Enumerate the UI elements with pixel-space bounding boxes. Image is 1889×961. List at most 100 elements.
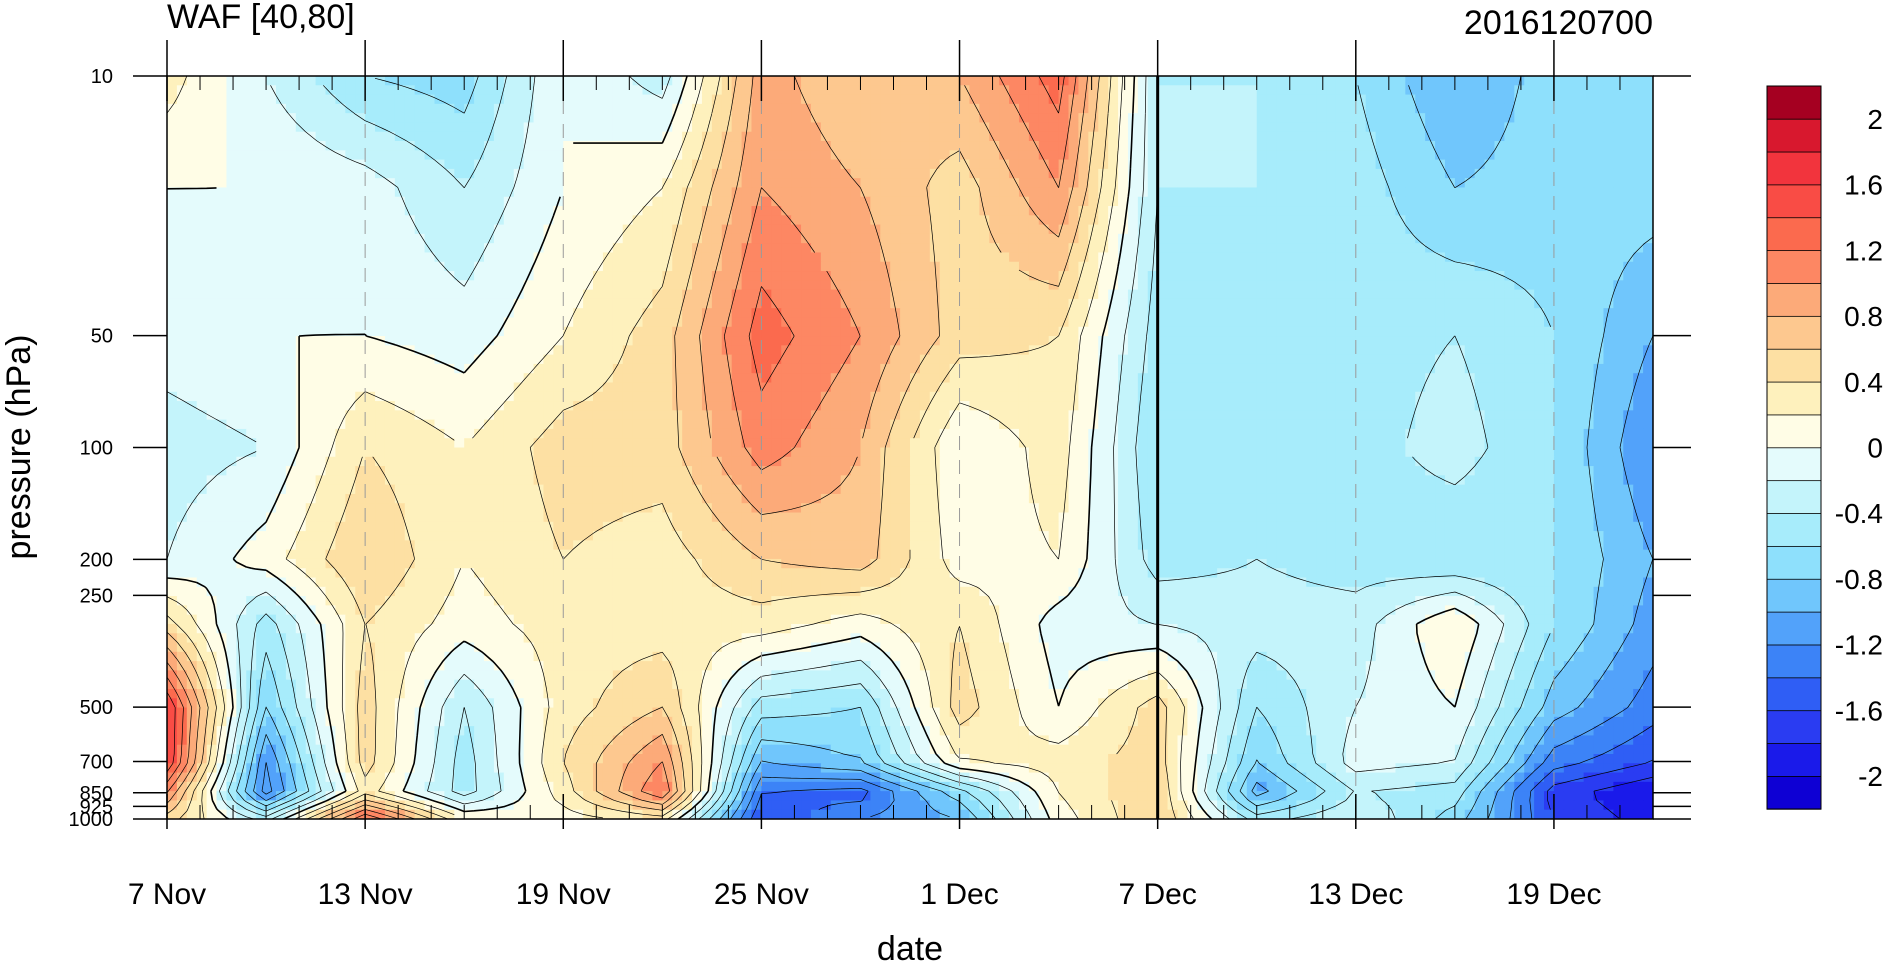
contour-cell xyxy=(1355,196,1367,207)
contour-cell xyxy=(1335,298,1347,309)
contour-cell xyxy=(513,141,525,151)
contour-cell xyxy=(1365,289,1377,300)
contour-cell xyxy=(1494,261,1505,272)
contour-cell xyxy=(1643,215,1653,226)
contour-cell xyxy=(493,141,505,151)
contour-cell xyxy=(810,243,822,254)
contour-cell xyxy=(1157,131,1169,142)
contour-cell xyxy=(820,122,832,133)
contour-cell xyxy=(325,85,337,96)
contour-cell xyxy=(840,298,852,309)
contour-cell xyxy=(523,317,535,328)
contour-cell xyxy=(949,94,961,105)
contour-cell xyxy=(890,187,901,198)
contour-cell xyxy=(226,168,237,179)
contour-cell xyxy=(384,187,396,198)
contour-cell xyxy=(404,233,416,244)
contour-cell xyxy=(1009,317,1020,328)
contour-cell xyxy=(1345,168,1357,179)
contour-cell xyxy=(810,187,822,198)
contour-cell xyxy=(1058,85,1070,96)
contour-cell xyxy=(850,336,862,346)
contour-cell xyxy=(167,373,178,384)
contour-cell xyxy=(375,289,386,300)
contour-cell xyxy=(919,271,931,281)
contour-cell xyxy=(285,224,297,235)
contour-cell xyxy=(850,150,862,161)
contour-cell xyxy=(1009,373,1020,384)
contour-cell xyxy=(315,271,327,281)
contour-cell xyxy=(840,271,852,281)
contour-cell xyxy=(721,168,733,179)
contour-cell xyxy=(1078,122,1089,133)
contour-cell xyxy=(969,345,980,356)
contour-cell xyxy=(226,122,237,133)
contour-cell xyxy=(692,206,703,216)
contour-cell xyxy=(632,94,644,105)
contour-cell xyxy=(256,280,267,291)
contour-cell xyxy=(1365,178,1377,189)
contour-cell xyxy=(1147,206,1159,216)
contour-cell xyxy=(375,298,386,309)
contour-cell xyxy=(721,243,733,254)
contour-cell xyxy=(1098,271,1109,281)
contour-cell xyxy=(1018,187,1030,198)
contour-cell xyxy=(394,298,406,309)
contour-cell xyxy=(592,141,604,151)
contour-cell xyxy=(1623,363,1634,374)
contour-cell xyxy=(1633,168,1644,179)
contour-cell xyxy=(642,131,654,142)
contour-cell xyxy=(1078,113,1089,124)
contour-cell xyxy=(543,373,554,384)
contour-cell xyxy=(1217,308,1228,319)
contour-cell xyxy=(246,298,257,309)
contour-cell xyxy=(1355,289,1367,300)
contour-cell xyxy=(1118,103,1129,114)
contour-cell xyxy=(711,336,723,346)
contour-cell xyxy=(1524,168,1535,179)
contour-cell xyxy=(285,308,297,319)
contour-cell xyxy=(583,94,594,105)
contour-cell xyxy=(592,224,604,235)
contour-cell xyxy=(1583,122,1595,133)
contour-cell xyxy=(642,159,654,170)
contour-cell xyxy=(503,85,515,96)
contour-cell xyxy=(1385,178,1397,189)
contour-cell xyxy=(533,363,545,374)
contour-cell xyxy=(791,354,802,365)
contour-cell xyxy=(900,373,911,384)
contour-cell xyxy=(592,373,604,384)
contour-cell xyxy=(176,196,188,207)
contour-cell xyxy=(206,76,218,86)
contour-cell xyxy=(870,373,881,384)
contour-cell xyxy=(1147,196,1159,207)
contour-cell xyxy=(1385,373,1397,384)
contour-cell xyxy=(1633,122,1644,133)
contour-cell xyxy=(1009,215,1020,226)
contour-cell xyxy=(622,271,634,281)
contour-cell xyxy=(1088,150,1099,161)
contour-cell xyxy=(573,317,584,328)
contour-cell xyxy=(761,85,772,96)
contour-cell xyxy=(1098,345,1109,356)
contour-cell xyxy=(1108,122,1119,133)
contour-cell xyxy=(999,298,1010,309)
contour-cell xyxy=(1068,113,1080,124)
contour-cell xyxy=(1375,298,1387,309)
contour-cell xyxy=(315,289,327,300)
contour-cell xyxy=(1494,317,1505,328)
contour-cell xyxy=(523,206,535,216)
contour-cell xyxy=(1236,131,1248,142)
contour-cell xyxy=(493,159,505,170)
contour-cell xyxy=(850,168,862,179)
contour-cell xyxy=(543,76,554,86)
contour-cell xyxy=(870,103,881,114)
contour-cell xyxy=(1316,178,1327,189)
contour-cell xyxy=(870,308,881,319)
contour-cell xyxy=(1127,317,1139,328)
contour-cell xyxy=(1177,206,1188,216)
contour-cell xyxy=(206,224,218,235)
contour-cell xyxy=(1316,233,1327,244)
contour-cell xyxy=(959,252,971,263)
contour-cell xyxy=(959,298,971,309)
